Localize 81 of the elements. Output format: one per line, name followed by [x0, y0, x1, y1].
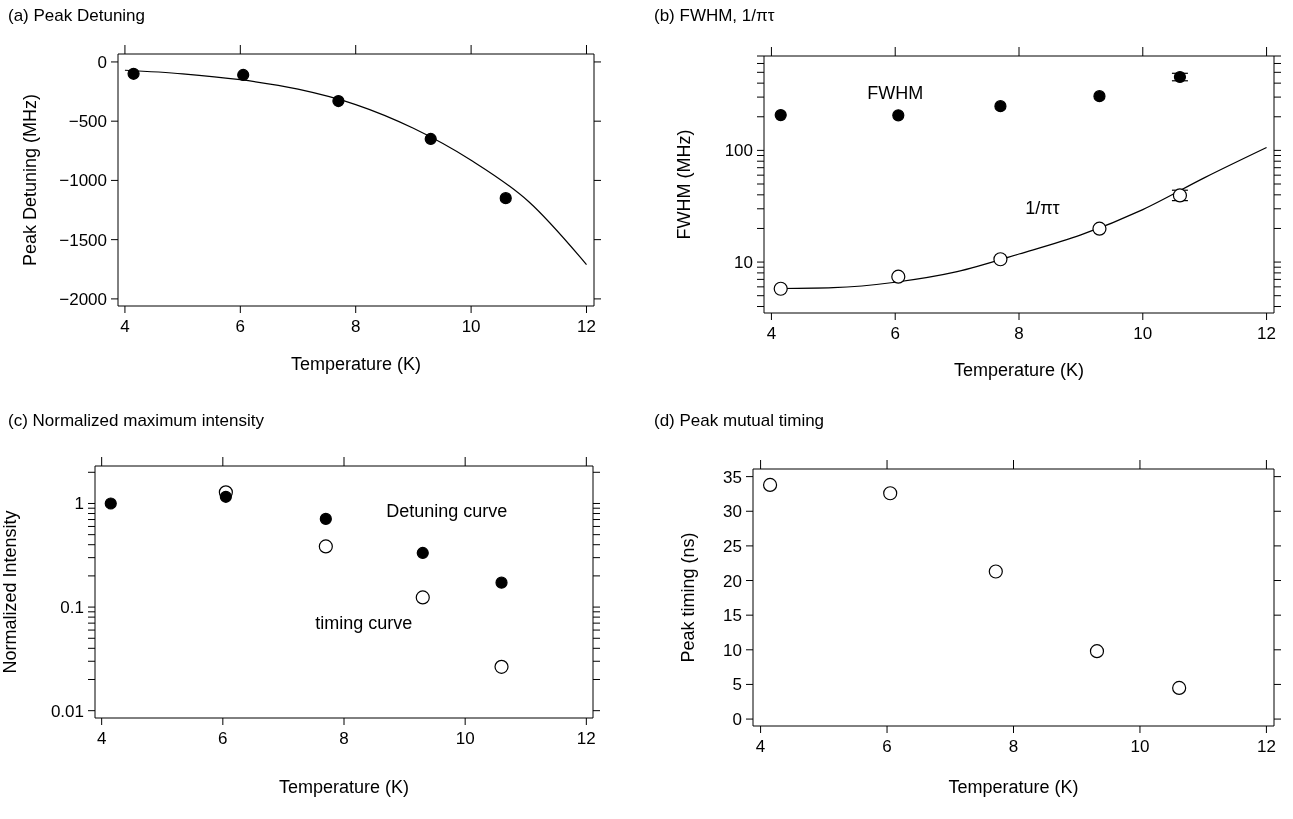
- series-label: 1/πτ: [1025, 198, 1060, 219]
- series-label: FWHM: [867, 83, 924, 104]
- y-tick-label: −500: [68, 112, 107, 132]
- x-tick-label: 4: [766, 324, 777, 343]
- point: [993, 252, 1008, 267]
- y-tick-label: −1500: [59, 230, 107, 250]
- y-tick-label: 0: [732, 710, 742, 730]
- point: [332, 94, 345, 108]
- point: [1092, 221, 1107, 236]
- x-tick-label: 12: [1256, 737, 1276, 756]
- x-tick-label: 8: [339, 729, 349, 748]
- x-tick-label: 8: [1008, 737, 1019, 756]
- x-tick-label: 12: [577, 317, 596, 336]
- y-tick-label: 25: [723, 536, 742, 556]
- point: [988, 564, 1003, 579]
- y-axis-title: Peak Detuning (MHz): [20, 93, 41, 267]
- x-axis-title: Temperature (K): [953, 360, 1085, 380]
- x-tick-label: 6: [235, 317, 246, 336]
- x-tick-label: 6: [218, 729, 228, 748]
- point: [415, 590, 430, 605]
- chart-title: (b) FWHM, 1/πτ: [654, 6, 775, 26]
- point: [762, 477, 778, 493]
- x-tick-label: 10: [455, 729, 475, 748]
- point: [1093, 90, 1106, 103]
- chart-title: (d) Peak mutual timing: [654, 411, 825, 431]
- point: [237, 68, 250, 82]
- y-tick-label: −2000: [59, 289, 107, 309]
- x-tick-label: 4: [755, 737, 766, 756]
- chart-title: (c) Normalized maximum intensity: [8, 411, 264, 431]
- point: [416, 546, 429, 560]
- x-axis-title: Temperature (K): [290, 354, 422, 374]
- y-tick-label: 100: [724, 141, 753, 161]
- y-tick-label: 0.1: [60, 598, 84, 618]
- y-tick-label: 10: [734, 253, 753, 273]
- x-tick-label: 6: [882, 737, 892, 756]
- x-tick-label: 4: [120, 317, 130, 336]
- point: [774, 109, 787, 122]
- point: [219, 490, 232, 503]
- x-tick-label: 4: [96, 729, 107, 748]
- point: [773, 281, 788, 296]
- x-tick-label: 8: [1014, 324, 1024, 343]
- x-tick-label: 10: [461, 317, 481, 336]
- point: [104, 497, 117, 510]
- point: [1089, 644, 1105, 659]
- point: [1172, 680, 1187, 695]
- x-tick-label: 6: [890, 324, 900, 343]
- point: [424, 132, 437, 146]
- point: [892, 109, 905, 122]
- x-tick-label: 8: [350, 317, 361, 336]
- y-tick-label: 20: [723, 571, 742, 591]
- point: [891, 269, 906, 284]
- y-axis-title: Normalized Intensity: [0, 510, 21, 674]
- x-axis-title: Temperature (K): [948, 777, 1079, 797]
- point: [494, 659, 509, 674]
- text: Detuning curve: [386, 500, 508, 521]
- point: [319, 512, 332, 525]
- y-tick-label: 15: [723, 606, 742, 626]
- y-axis-title: FWHM (MHz): [674, 129, 695, 240]
- chart-title: (a) Peak Detuning: [8, 6, 146, 26]
- x-tick-label: 10: [1130, 737, 1150, 756]
- y-tick-label: 30: [723, 502, 742, 522]
- y-axis-title: Peak timing (ns): [678, 532, 699, 663]
- point: [883, 486, 898, 501]
- point: [994, 100, 1007, 113]
- x-tick-label: 12: [1257, 324, 1277, 343]
- x-axis-title: Temperature (K): [278, 777, 410, 797]
- x-tick-label: 12: [576, 729, 596, 748]
- y-tick-label: 10: [723, 640, 742, 660]
- point: [499, 192, 512, 205]
- line-series: [124, 69, 588, 266]
- y-tick-label: 35: [723, 467, 742, 487]
- point: [495, 576, 508, 589]
- y-tick-label: −1000: [59, 171, 107, 191]
- point: [318, 539, 333, 554]
- series-label: timing curve: [315, 613, 413, 634]
- y-tick-label: 0: [97, 52, 107, 72]
- y-tick-label: 0.01: [50, 701, 84, 721]
- y-tick-label: 1: [74, 494, 84, 514]
- point: [127, 67, 140, 80]
- x-tick-label: 10: [1133, 324, 1153, 343]
- y-tick-label: 5: [732, 675, 742, 695]
